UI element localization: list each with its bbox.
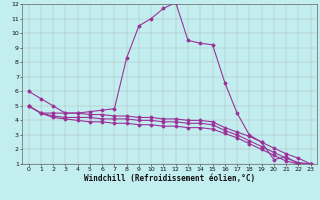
X-axis label: Windchill (Refroidissement éolien,°C): Windchill (Refroidissement éolien,°C)	[84, 174, 255, 183]
